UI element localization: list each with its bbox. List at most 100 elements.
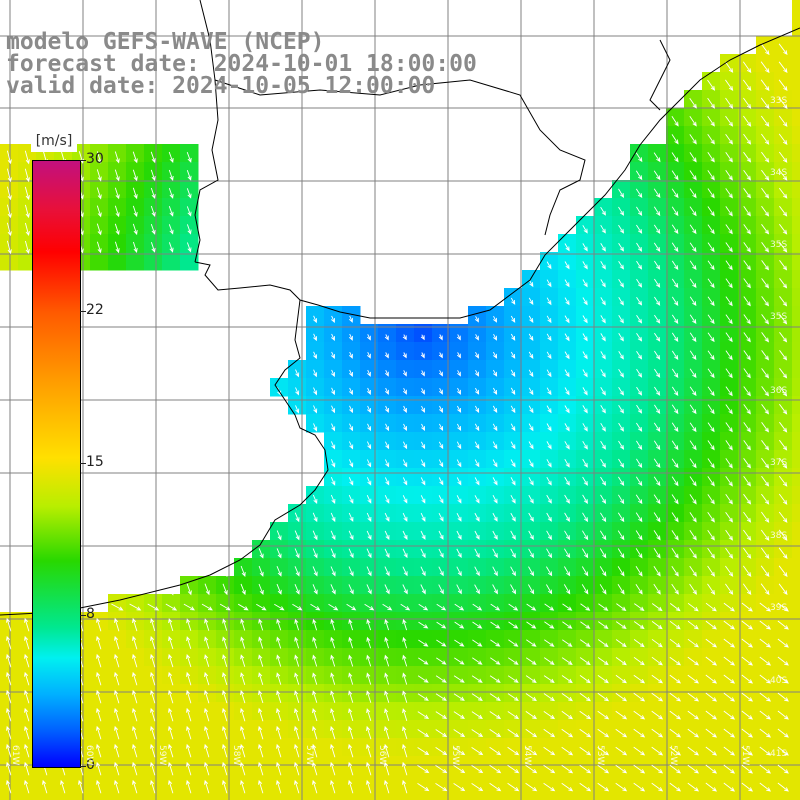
wind-arrow <box>186 636 192 650</box>
wind-arrow <box>761 350 770 361</box>
wind-speed-cell <box>270 576 289 595</box>
wind-arrow <box>471 783 484 792</box>
wind-arrow <box>615 692 628 702</box>
wind-arrow <box>294 779 300 794</box>
wind-arrow <box>543 675 555 683</box>
wind-speed-cell <box>630 684 649 703</box>
wind-arrow <box>669 764 682 774</box>
wind-arrow <box>760 61 770 74</box>
wind-arrow <box>544 639 555 647</box>
wind-arrow <box>546 476 552 486</box>
wind-speed-cell <box>522 342 541 361</box>
wind-arrow <box>457 405 462 413</box>
wind-arrow <box>707 476 715 487</box>
wind-arrow <box>456 477 462 486</box>
wind-arrow <box>132 689 138 704</box>
wind-arrow <box>615 746 628 756</box>
wind-arrow <box>312 618 318 631</box>
wind-arrow <box>492 477 498 486</box>
wind-arrow <box>150 223 156 235</box>
wind-speed-cell <box>306 414 325 433</box>
wind-arrow <box>725 170 733 181</box>
wind-arrow <box>582 458 588 468</box>
wind-arrow <box>618 188 625 199</box>
wind-speed-cell <box>162 792 181 800</box>
wind-speed-cell <box>342 342 361 361</box>
wind-speed-cell <box>252 558 271 577</box>
wind-arrow <box>597 746 610 756</box>
wind-arrow <box>366 743 372 758</box>
wind-arrow <box>366 459 372 468</box>
wind-speed-cell <box>756 72 775 91</box>
wind-speed-cell <box>594 684 613 703</box>
wind-speed-cell <box>18 144 37 163</box>
wind-speed-cell <box>594 324 613 343</box>
coastline <box>194 0 219 263</box>
wind-speed-cell <box>648 396 667 415</box>
wind-speed-cell <box>774 738 793 757</box>
wind-speed-cell <box>576 684 595 703</box>
wind-speed-cell <box>450 324 469 343</box>
wind-arrow <box>600 405 606 414</box>
wind-arrow <box>707 188 715 199</box>
wind-arrow <box>132 653 138 668</box>
wind-speed-cell <box>738 774 757 793</box>
wind-arrow <box>615 657 627 666</box>
wind-arrow <box>510 477 516 486</box>
wind-arrow <box>186 671 192 686</box>
wind-arrow <box>276 583 282 595</box>
wind-speed-cell <box>522 396 541 415</box>
wind-speed-cell <box>612 720 631 739</box>
wind-arrow <box>420 584 426 595</box>
lat-label: 37S <box>770 458 788 468</box>
wind-arrow <box>689 188 697 199</box>
wind-speed-cell <box>774 414 793 433</box>
wind-speed-cell <box>630 558 649 577</box>
wind-arrow <box>96 223 102 236</box>
wind-speed-cell <box>738 252 757 271</box>
wind-arrow <box>742 565 752 577</box>
wind-speed-cell <box>720 108 739 127</box>
wind-arrow <box>186 779 192 794</box>
wind-speed-cell <box>144 180 163 199</box>
wind-speed-cell <box>774 198 793 217</box>
wind-arrow <box>598 621 609 630</box>
wind-arrow <box>582 476 588 486</box>
wind-arrow <box>759 728 772 738</box>
lon-label: 57W <box>304 745 314 766</box>
wind-speed-cell <box>306 594 325 613</box>
wind-arrow <box>760 583 770 596</box>
wind-speed-cell <box>396 576 415 595</box>
wind-speed-cell <box>306 378 325 397</box>
wind-arrow <box>654 314 661 324</box>
wind-arrow <box>600 243 606 252</box>
wind-arrow <box>651 638 663 648</box>
wind-arrow <box>330 441 336 450</box>
wind-arrow <box>493 351 498 359</box>
wind-speed-cell <box>252 792 271 800</box>
wind-arrow <box>671 512 679 523</box>
wind-arrow <box>24 204 30 219</box>
wind-arrow <box>489 746 502 756</box>
wind-arrow <box>222 725 228 740</box>
wind-arrow <box>420 495 426 504</box>
wind-arrow <box>435 711 448 719</box>
wind-speed-cell <box>558 450 577 469</box>
wind-arrow <box>636 278 643 288</box>
wind-arrow <box>417 711 430 719</box>
wind-speed-cell <box>666 720 685 739</box>
wind-arrow <box>150 205 156 217</box>
wind-arrow <box>671 242 679 253</box>
wind-speed-cell <box>450 774 469 793</box>
wind-speed-cell <box>54 216 73 235</box>
wind-speed-cell <box>756 648 775 667</box>
wind-arrow <box>420 477 426 486</box>
wind-arrow <box>348 530 354 541</box>
wind-speed-cell <box>162 180 181 199</box>
wind-speed-cell <box>756 576 775 595</box>
wind-arrow <box>510 512 516 522</box>
wind-speed-cell <box>720 90 739 109</box>
lat-label: 34S <box>770 168 788 178</box>
wind-speed-cell <box>468 774 487 793</box>
wind-arrow <box>580 603 591 611</box>
